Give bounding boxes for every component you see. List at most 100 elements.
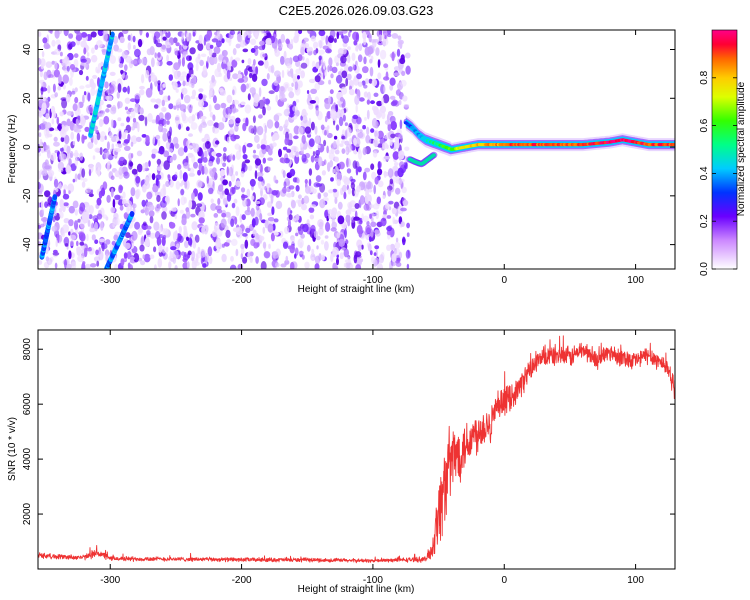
noise-speckle bbox=[242, 48, 249, 53]
noise-speckle bbox=[295, 68, 302, 75]
snr-background bbox=[38, 330, 675, 569]
noise-speckle bbox=[376, 100, 383, 107]
noise-speckle bbox=[373, 184, 377, 195]
noise-speckle bbox=[84, 189, 88, 195]
noise-speckle bbox=[315, 175, 322, 183]
noise-speckle bbox=[268, 243, 271, 249]
noise-speckle bbox=[311, 256, 315, 261]
x-tick-label: -200 bbox=[232, 275, 252, 286]
noise-speckle bbox=[81, 168, 86, 178]
signal-core-point bbox=[671, 143, 675, 147]
noise-speckle bbox=[394, 241, 401, 249]
noise-speckle bbox=[300, 233, 305, 239]
noise-speckle bbox=[68, 250, 72, 260]
noise-speckle bbox=[157, 52, 161, 58]
noise-speckle bbox=[255, 256, 259, 264]
noise-speckle bbox=[372, 203, 380, 210]
noise-speckle bbox=[169, 222, 176, 229]
noise-speckle bbox=[158, 89, 164, 96]
noise-speckle bbox=[117, 101, 120, 110]
noise-speckle bbox=[306, 45, 310, 53]
noise-speckle bbox=[137, 122, 140, 133]
noise-speckle bbox=[168, 148, 174, 153]
noise-speckle bbox=[183, 162, 190, 169]
noise-speckle bbox=[174, 143, 179, 149]
noise-speckle bbox=[185, 126, 190, 131]
noise-speckle bbox=[138, 58, 142, 64]
noise-speckle bbox=[68, 158, 72, 167]
noise-speckle bbox=[222, 49, 228, 57]
noise-speckle bbox=[368, 78, 373, 84]
noise-speckle bbox=[270, 194, 274, 204]
noise-speckle bbox=[172, 136, 179, 145]
noise-speckle bbox=[41, 209, 45, 214]
noise-speckle bbox=[354, 95, 360, 105]
noise-speckle bbox=[66, 263, 72, 269]
noise-speckle bbox=[157, 82, 161, 92]
noise-speckle bbox=[327, 111, 331, 119]
noise-speckle bbox=[229, 128, 235, 135]
noise-speckle bbox=[235, 117, 241, 124]
noise-speckle bbox=[164, 41, 172, 49]
noise-speckle bbox=[197, 192, 203, 201]
noise-speckle bbox=[349, 88, 355, 96]
noise-speckle bbox=[119, 36, 125, 44]
noise-speckle bbox=[347, 188, 352, 195]
noise-speckle bbox=[356, 73, 362, 80]
noise-speckle bbox=[194, 234, 200, 243]
noise-speckle bbox=[395, 237, 399, 243]
noise-speckle bbox=[181, 71, 188, 78]
noise-speckle bbox=[349, 30, 352, 33]
noise-speckle bbox=[116, 91, 120, 99]
noise-speckle bbox=[196, 203, 203, 208]
noise-speckle bbox=[237, 78, 245, 83]
noise-speckle bbox=[153, 104, 159, 109]
noise-speckle bbox=[222, 63, 228, 69]
noise-speckle bbox=[44, 165, 51, 170]
noise-speckle bbox=[149, 254, 155, 259]
noise-speckle bbox=[66, 118, 71, 127]
noise-speckle bbox=[255, 30, 261, 33]
noise-speckle bbox=[370, 163, 375, 170]
noise-speckle bbox=[392, 99, 398, 106]
noise-speckle bbox=[260, 261, 267, 269]
noise-speckle bbox=[244, 68, 248, 76]
noise-speckle bbox=[208, 177, 214, 186]
noise-speckle bbox=[247, 93, 251, 101]
noise-speckle bbox=[59, 51, 63, 57]
noise-speckle bbox=[283, 181, 287, 188]
noise-speckle bbox=[254, 200, 261, 205]
noise-speckle bbox=[328, 215, 331, 220]
noise-speckle bbox=[38, 225, 42, 229]
noise-speckle bbox=[395, 262, 402, 267]
noise-speckle bbox=[96, 69, 100, 74]
noise-speckle bbox=[234, 57, 241, 62]
noise-speckle bbox=[224, 188, 229, 196]
noise-speckle bbox=[289, 168, 296, 177]
snr-x-label: Height of straight line (km) bbox=[298, 584, 415, 595]
noise-speckle bbox=[360, 258, 364, 263]
noise-speckle bbox=[188, 77, 193, 88]
noise-speckle bbox=[380, 217, 387, 227]
noise-speckle bbox=[234, 216, 238, 225]
noise-speckle bbox=[82, 178, 88, 182]
noise-speckle bbox=[68, 190, 71, 195]
noise-speckle bbox=[245, 227, 251, 234]
noise-speckle bbox=[80, 114, 85, 122]
noise-speckle bbox=[142, 254, 146, 259]
noise-speckle bbox=[151, 148, 158, 155]
noise-speckle bbox=[178, 123, 182, 130]
noise-speckle bbox=[42, 37, 48, 44]
noise-speckle bbox=[253, 149, 256, 154]
noise-speckle bbox=[100, 61, 104, 67]
noise-speckle bbox=[283, 108, 291, 117]
noise-speckle bbox=[211, 52, 217, 58]
noise-speckle bbox=[253, 93, 260, 104]
noise-speckle bbox=[53, 48, 61, 56]
noise-speckle bbox=[96, 213, 103, 220]
noise-speckle bbox=[370, 221, 377, 228]
noise-speckle bbox=[267, 223, 274, 233]
noise-speckle bbox=[297, 75, 300, 80]
noise-speckle bbox=[277, 43, 284, 49]
